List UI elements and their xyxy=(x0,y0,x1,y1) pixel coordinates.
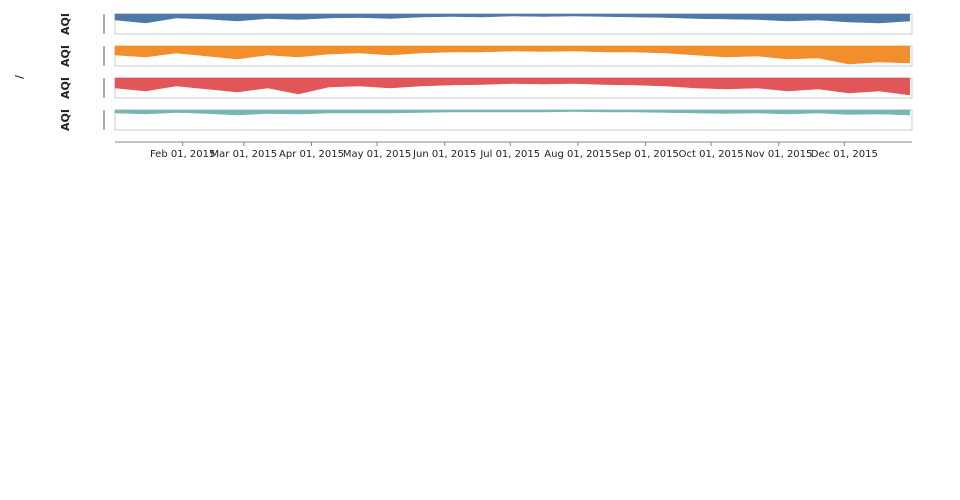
x-tick-label: Feb 01, 2015 xyxy=(150,149,215,160)
x-tick-label: May 01, 2015 xyxy=(343,149,411,160)
area xyxy=(114,109,911,116)
y-axis-label: AQI xyxy=(59,45,72,67)
area xyxy=(114,13,911,24)
x-tick-label: Jun 01, 2015 xyxy=(412,149,476,160)
x-tick-label: Jul 01, 2015 xyxy=(479,149,540,160)
x-tick-label: Apr 01, 2015 xyxy=(279,149,344,160)
row-title: / xyxy=(13,74,26,79)
y-axis-label: AQI xyxy=(59,77,72,99)
x-tick-label: Aug 01, 2015 xyxy=(544,149,611,160)
y-axis-label: AQI xyxy=(59,13,72,35)
area xyxy=(114,77,911,96)
x-tick-label: Oct 01, 2015 xyxy=(679,149,744,160)
area xyxy=(114,45,911,65)
x-tick-label: Sep 01, 2015 xyxy=(612,149,679,160)
y-axis-label: AQI xyxy=(59,109,72,131)
x-tick-label: Dec 01, 2015 xyxy=(811,149,878,160)
x-tick-label: Nov 01, 2015 xyxy=(745,149,812,160)
x-tick-label: Mar 01, 2015 xyxy=(211,149,278,160)
